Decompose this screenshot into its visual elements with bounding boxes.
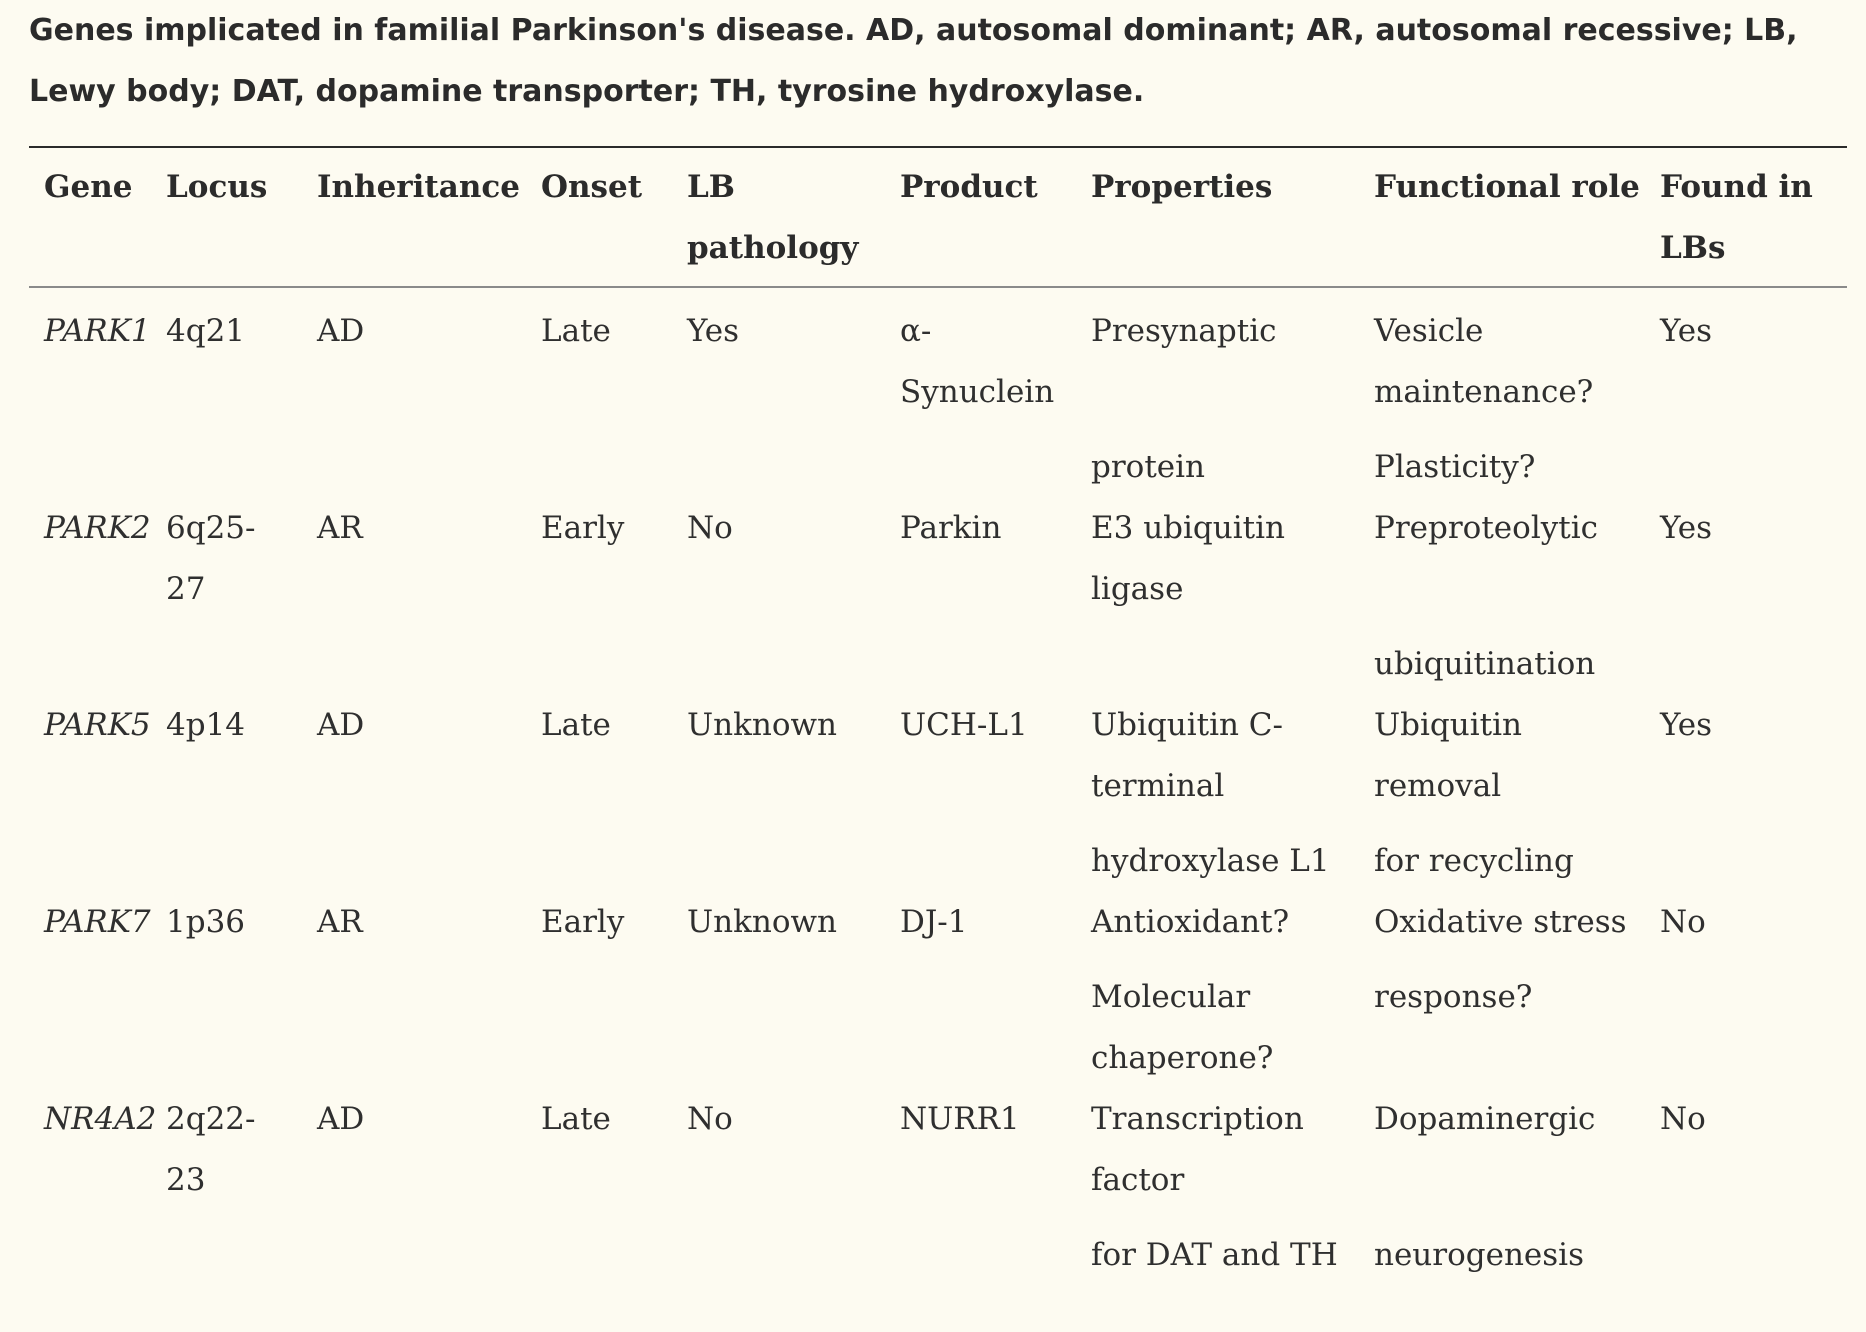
cell-product: α- Synuclein <box>900 313 1055 410</box>
cell-lb-pathology: No <box>687 1101 733 1137</box>
header-locus: Locus <box>166 169 268 205</box>
cell-properties: Transcription factor for DAT and TH <box>1091 1101 1338 1273</box>
cell-found-in-lbs: Yes <box>1660 510 1713 546</box>
cell-locus: 6q25- 27 <box>166 510 256 607</box>
header-lb-pathology: LB pathology <box>687 169 859 266</box>
cell-inheritance: AD <box>317 313 365 349</box>
cell-product: DJ-1 ​ <box>900 904 968 940</box>
cell-inheritance: AR <box>317 904 363 940</box>
cell-locus: 2q22- 23 <box>166 1101 256 1198</box>
cell-lb-pathology: No <box>687 510 733 546</box>
table-row: NR4A2 2q22- 23 AD Late No NURR1 ​ Transc… <box>29 1089 1847 1286</box>
cell-locus: 4p14 ​ <box>166 707 246 743</box>
cell-locus: 1p36 ​ <box>166 904 246 940</box>
cell-found-in-lbs: Yes <box>1660 707 1713 743</box>
cell-functional-role: Oxidative stress response? ​ <box>1374 904 1627 1015</box>
cell-lb-pathology: Unknown <box>687 904 838 940</box>
cell-lb-pathology: Yes <box>687 313 740 349</box>
header-inheritance: Inheritance <box>317 169 520 205</box>
cell-onset: Early <box>541 510 625 546</box>
header-row: Gene Locus Inheritance Onset LB patholog… <box>29 147 1847 287</box>
header-functional-role: Functional role <box>1374 169 1640 205</box>
cell-functional-role: Vesicle maintenance? Plasticity? <box>1374 313 1594 485</box>
cell-functional-role: Dopaminergic ​ neurogenesis <box>1374 1101 1596 1273</box>
cell-functional-role: Preproteolytic ​ ubiquitination <box>1374 510 1598 682</box>
cell-gene: PARK1 <box>44 313 151 349</box>
cell-product: NURR1 ​ <box>900 1101 1020 1137</box>
header-properties: Properties <box>1091 169 1273 205</box>
cell-inheritance: AR <box>317 510 363 546</box>
cell-properties: E3 ubiquitin ligase ​ <box>1091 510 1285 607</box>
cell-inheritance: AD <box>317 707 365 743</box>
cell-onset: Early <box>541 904 625 940</box>
table-row: PARK1 4q21 ​ AD Late Yes α- Synuclein Pr… <box>29 287 1847 498</box>
cell-found-in-lbs: No <box>1660 904 1706 940</box>
cell-found-in-lbs: Yes <box>1660 313 1713 349</box>
caption-line-1: Genes implicated in familial Parkinson's… <box>29 13 1798 48</box>
cell-gene: PARK7 <box>44 904 151 940</box>
caption-line-2: Lewy body; DAT, dopamine transporter; TH… <box>29 74 1145 109</box>
cell-gene: PARK5 <box>44 707 151 743</box>
header-product: Product <box>900 169 1038 205</box>
cell-gene: PARK2 <box>44 510 151 546</box>
cell-onset: Late <box>541 313 611 349</box>
genes-table: Gene Locus Inheritance Onset LB patholog… <box>29 146 1847 1286</box>
table-row: PARK7 1p36 ​ AR Early Unknown DJ-1 ​ Ant… <box>29 892 1847 1089</box>
table-row: PARK2 6q25- 27 AR Early No Parkin ​ E3 u… <box>29 498 1847 695</box>
cell-onset: Late <box>541 707 611 743</box>
table-row: PARK5 4p14 ​ AD Late Unknown UCH-L1 ​ Ub… <box>29 695 1847 892</box>
cell-product: Parkin ​ <box>900 510 1002 546</box>
cell-product: UCH-L1 ​ <box>900 707 1028 743</box>
cell-onset: Late <box>541 1101 611 1137</box>
header-onset: Onset <box>541 169 643 205</box>
cell-inheritance: AD <box>317 1101 365 1137</box>
cell-properties: Presynaptic ​ protein <box>1091 313 1277 485</box>
cell-properties: Ubiquitin C- terminal hydroxylase L1 <box>1091 707 1330 879</box>
header-found-in-lbs: Found in LBs <box>1660 169 1813 266</box>
header-gene: Gene <box>44 169 133 205</box>
cell-locus: 4q21 ​ <box>166 313 246 349</box>
cell-lb-pathology: Unknown <box>687 707 838 743</box>
cell-found-in-lbs: No <box>1660 1101 1706 1137</box>
cell-gene: NR4A2 <box>44 1101 157 1137</box>
cell-functional-role: Ubiquitin removal for recycling <box>1374 707 1574 879</box>
cell-properties: Antioxidant? Molecular chaperone? <box>1091 904 1290 1076</box>
table-caption: Genes implicated in familial Parkinson's… <box>29 0 1819 122</box>
